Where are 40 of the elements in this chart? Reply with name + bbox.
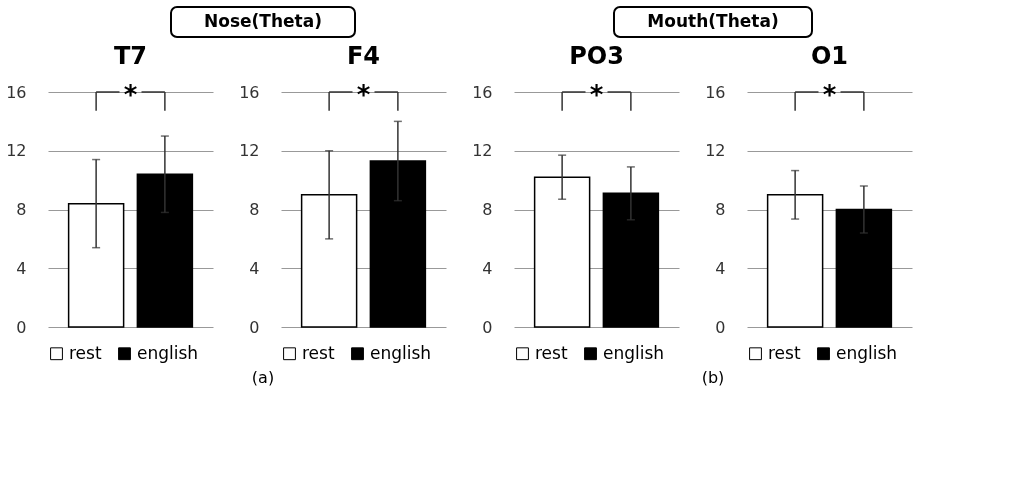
y-tick-label: 12	[472, 141, 493, 161]
legend-label: english	[603, 342, 665, 363]
y-tick-label: 8	[16, 200, 27, 219]
y-tick-label: 0	[249, 317, 260, 337]
y-tick-label: 12	[6, 141, 27, 161]
y-tick-label: 4	[249, 258, 260, 278]
y-tick-label: 8	[715, 200, 726, 219]
y-tick-label: 4	[16, 258, 27, 278]
y-tick-label: 4	[715, 258, 726, 278]
text: (a)	[251, 368, 275, 387]
y-tick-label: 16	[472, 82, 493, 102]
chart-title: F4	[346, 42, 381, 70]
text: Nose(Theta)	[204, 11, 322, 31]
legend-label: rest	[302, 342, 335, 363]
y-tick-label: 12	[239, 141, 260, 161]
y-tick-label: 0	[16, 317, 27, 337]
legend-label: rest	[535, 342, 568, 363]
annotation: *	[822, 80, 837, 110]
y-tick-label: 16	[6, 82, 27, 102]
y-tick-label: 8	[249, 200, 260, 219]
text: Mouth(Theta)	[647, 11, 779, 31]
chart-title: PO3	[569, 42, 624, 70]
annotation: *	[589, 80, 604, 110]
legend-label: rest	[768, 342, 801, 363]
y-tick-label: 0	[715, 317, 726, 337]
legend-label: rest	[69, 342, 102, 363]
y-tick-label: 16	[239, 82, 260, 102]
y-tick-label: 16	[705, 82, 726, 102]
y-tick-label: 12	[705, 141, 726, 161]
y-tick-label: 0	[482, 317, 493, 337]
y-tick-label: 4	[482, 258, 493, 278]
annotation: *	[123, 80, 138, 110]
legend-label: english	[137, 342, 199, 363]
legend-label: english	[370, 342, 432, 363]
legend-label: english	[836, 342, 898, 363]
chart-title: T7	[113, 42, 148, 70]
y-tick-label: 8	[482, 200, 493, 219]
annotation: *	[356, 80, 371, 110]
chart-title: O1	[810, 42, 849, 70]
text: (b)	[701, 368, 725, 387]
